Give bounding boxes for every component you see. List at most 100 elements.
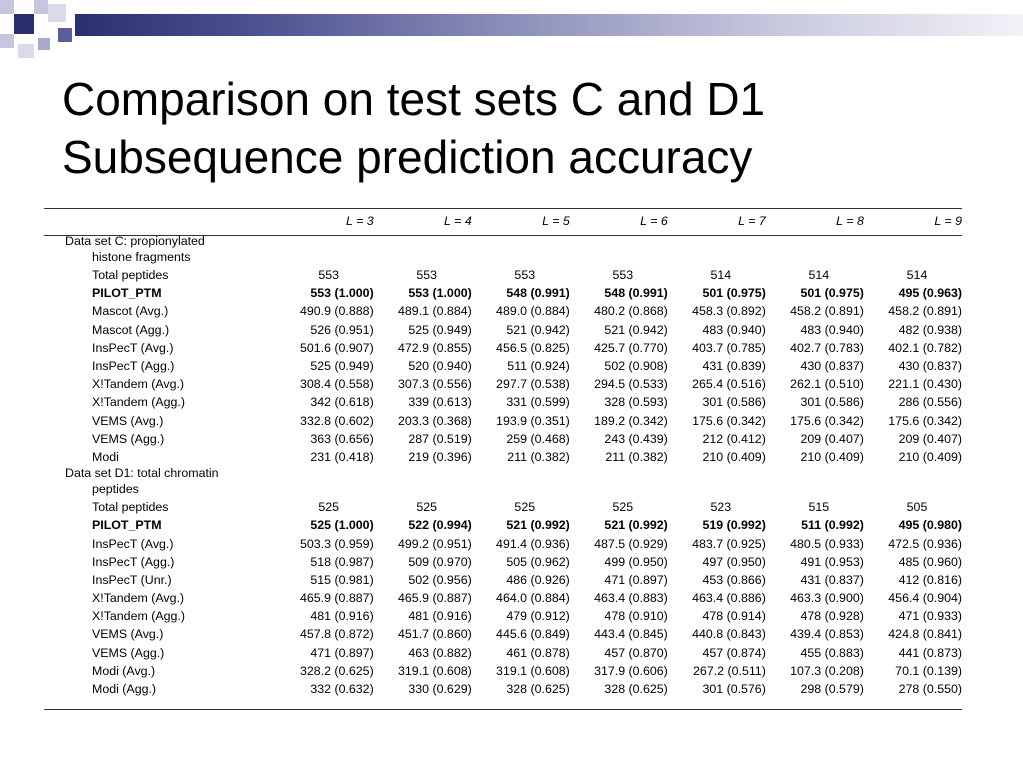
deco-square (0, 0, 14, 14)
table-cell: 483.7 (0.925) (692, 536, 766, 551)
table-cell: 471 (0.897) (604, 572, 668, 587)
table-cell: 521 (0.942) (604, 322, 668, 337)
table-row: VEMS (Avg.) 457.8 (0.872) 451.7 (0.860) 445… (44, 625, 962, 643)
table-row: InsPecT (Avg.) 501.6 (0.907) 472.9 (0.855)… (44, 339, 962, 357)
table-cell: 328 (0.625) (506, 682, 570, 697)
table-cell: 511 (0.924) (507, 359, 570, 374)
table-cell: 267.2 (0.511) (693, 663, 766, 678)
row-label: VEMS (Agg.) (92, 431, 165, 446)
table-row: PILOT_PTM 553 (1.000) 553 (1.000) 548 (0.99… (44, 284, 962, 302)
table-cell: 330 (0.629) (408, 682, 472, 697)
table-row: InsPecT (Unr.) 515 (0.981) 502 (0.956) 486 … (44, 571, 962, 589)
section-heading-cont: histone fragments (92, 250, 191, 264)
table-cell: 445.6 (0.849) (496, 627, 570, 642)
row-label: VEMS (Avg.) (92, 413, 164, 428)
table-cell: 221.1 (0.430) (888, 377, 962, 392)
table-cell: 328 (0.593) (604, 395, 668, 410)
table-cell: 193.9 (0.351) (496, 413, 570, 428)
table-cell: 439.4 (0.853) (790, 627, 864, 642)
table-cell: 478 (0.928) (800, 609, 864, 624)
table-cell: 203.3 (0.368) (398, 413, 472, 428)
table-cell: 511 (0.992) (801, 518, 864, 533)
table-cell: 457.8 (0.872) (299, 627, 374, 642)
table-cell: 231 (0.418) (310, 449, 374, 464)
table-cell: 518 (0.987) (310, 554, 374, 569)
table-cell: 514 (710, 268, 732, 283)
table-cell: 482 (0.938) (898, 322, 962, 337)
table-cell: 481 (0.916) (310, 609, 374, 624)
results-table-container: L = 3 L = 4 L = 5 L = 6 L = 7 L = 8 L = … (44, 208, 962, 710)
section-heading: Data set C: propionylated (65, 234, 205, 248)
table-cell: 499.2 (0.951) (398, 536, 472, 551)
table-cell: 212 (0.412) (702, 431, 766, 446)
deco-square (14, 14, 34, 34)
slide-title: Comparison on test sets C and D1 Subsequ… (62, 70, 1002, 186)
table-cell: 209 (0.407) (898, 431, 962, 446)
table-cell: 210 (0.409) (800, 449, 864, 464)
row-label: X!Tandem (Agg.) (92, 609, 185, 624)
table-cell: 499 (0.950) (604, 554, 668, 569)
table-cell: 472.9 (0.855) (398, 340, 472, 355)
table-header-row: L = 3 L = 4 L = 5 L = 6 L = 7 L = 8 L = … (44, 208, 962, 234)
table-cell: 514 (808, 268, 830, 283)
table-cell: 298 (0.579) (800, 682, 864, 697)
table-cell: 495 (0.980) (898, 518, 962, 533)
row-label: X!Tandem (Avg.) (92, 377, 185, 392)
table-cell: 514 (906, 268, 928, 283)
section-d1-body: Data set D1: total chromatin peptides To… (44, 466, 962, 698)
column-header: L = 5 (542, 214, 570, 228)
table-cell: 472.5 (0.936) (888, 536, 962, 551)
row-label: Total peptides (92, 268, 169, 283)
table-cell: 509 (0.970) (408, 554, 472, 569)
table-cell: 489.1 (0.884) (398, 304, 472, 319)
table-cell: 515 (0.981) (310, 572, 374, 587)
header-bar (75, 14, 1023, 36)
table-row: Mascot (Avg.) 490.9 (0.888) 489.1 (0.884) 4… (44, 302, 962, 320)
table-cell: 478 (0.914) (702, 609, 766, 624)
table-cell: 553 (416, 268, 438, 283)
row-label: X!Tandem (Agg.) (92, 395, 185, 410)
table-cell: 175.6 (0.342) (790, 413, 864, 428)
row-label: InsPecT (Avg.) (92, 340, 174, 355)
table-cell: 209 (0.407) (800, 431, 864, 446)
row-label: Modi (92, 449, 119, 464)
deco-square (0, 34, 14, 48)
table-cell: 332 (0.632) (310, 682, 374, 697)
table-cell: 480.5 (0.933) (790, 536, 864, 551)
table-cell: 319.1 (0.608) (496, 663, 570, 678)
section-heading-row: histone fragments (44, 250, 962, 266)
table-cell: 486 (0.926) (506, 572, 570, 587)
table-cell: 332.8 (0.602) (299, 413, 374, 428)
table-cell: 501 (0.975) (702, 286, 766, 301)
row-label: InsPecT (Avg.) (92, 536, 174, 551)
table-cell: 457 (0.870) (604, 645, 668, 660)
table-cell: 301 (0.586) (800, 395, 864, 410)
table-cell: 520 (0.940) (408, 359, 472, 374)
table-row: Modi (Agg.) 332 (0.632) 330 (0.629) 328 (0.… (44, 680, 962, 698)
table-cell: 431 (0.837) (800, 572, 864, 587)
row-label: PILOT_PTM (92, 518, 162, 533)
table-cell: 553 (514, 268, 536, 283)
results-table: L = 3 L = 4 L = 5 L = 6 L = 7 L = 8 L = … (44, 208, 962, 698)
table-cell: 430 (0.837) (898, 359, 962, 374)
table-cell: 480.2 (0.868) (594, 304, 668, 319)
table-cell: 501.6 (0.907) (299, 340, 374, 355)
table-cell: 553 (318, 268, 340, 283)
table-row: X!Tandem (Avg.) 465.9 (0.887) 465.9 (0.887… (44, 589, 962, 607)
table-cell: 502 (0.956) (408, 572, 472, 587)
table-cell: 457 (0.874) (702, 645, 766, 660)
table-cell: 502 (0.908) (604, 359, 668, 374)
row-label: InsPecT (Unr.) (92, 572, 172, 587)
table-cell: 456.5 (0.825) (496, 340, 570, 355)
section-c-body: Data set C: propionylated histone fragme… (44, 234, 962, 466)
table-row: Modi (Avg.) 328.2 (0.625) 319.1 (0.608) 319… (44, 662, 962, 680)
table-cell: 526 (0.951) (310, 322, 374, 337)
table-cell: 456.4 (0.904) (888, 591, 962, 606)
table-cell: 553 (1.000) (310, 286, 374, 301)
table-cell: 287 (0.519) (408, 431, 472, 446)
table-cell: 463 (0.882) (408, 645, 472, 660)
table-cell: 463.4 (0.886) (692, 591, 766, 606)
table-cell: 412 (0.816) (898, 572, 962, 587)
deco-square (18, 44, 34, 58)
table-cell: 491.4 (0.936) (496, 536, 570, 551)
